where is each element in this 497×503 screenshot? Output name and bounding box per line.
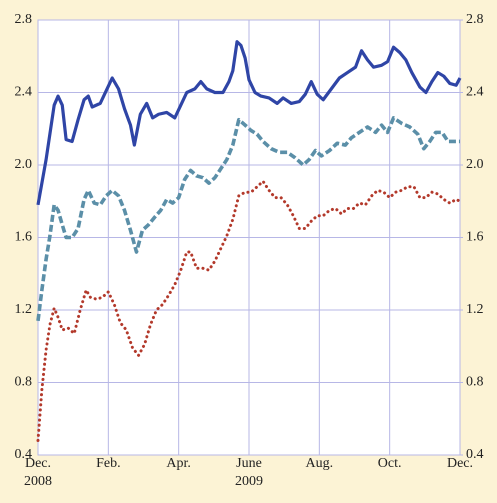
- x-tick-label: Dec.: [447, 456, 473, 471]
- labels: 0.4 0.8 1.2 1.6 2.0 2.4 2.8 0.4 0.8 1.2 1.6 2.0 2.4 2…: [15, 12, 484, 489]
- x-tick-label: June: [236, 456, 262, 471]
- y-tick-label: 1.2: [15, 302, 33, 317]
- x-year-label: 2008: [24, 474, 52, 489]
- y2-tick-label: 1.6: [466, 230, 484, 245]
- y-tick-label: 0.8: [15, 375, 33, 390]
- y-tick-label: 1.6: [15, 230, 33, 245]
- y2-tick-label: 2.8: [466, 12, 484, 27]
- lines: [36, 40, 462, 442]
- y-tick-label: 2.0: [15, 157, 33, 172]
- x-tick-label: Apr.: [166, 456, 191, 471]
- x-year-label: 2009: [235, 474, 263, 489]
- x-tick-label: Feb.: [96, 456, 121, 471]
- series-line: [36, 179, 462, 442]
- series-line: [36, 116, 460, 322]
- y2-tick-label: 1.2: [466, 302, 484, 317]
- plot-border: [37, 19, 461, 456]
- y2-tick-label: 2.0: [466, 157, 484, 172]
- y2-tick-label: 0.4: [466, 447, 484, 462]
- y2-tick-label: 2.4: [466, 85, 484, 100]
- x-tick-label: Aug.: [306, 456, 334, 471]
- series-line: [36, 40, 462, 206]
- x-tick-label: Oct.: [378, 456, 402, 471]
- y-tick-label: 2.8: [15, 12, 33, 27]
- grid: [37, 19, 463, 456]
- x-tick-label: Dec.: [25, 456, 51, 471]
- y2-tick-label: 0.8: [466, 375, 484, 390]
- y-tick-label: 2.4: [15, 85, 33, 100]
- y-tick-label: 0.4: [15, 447, 33, 462]
